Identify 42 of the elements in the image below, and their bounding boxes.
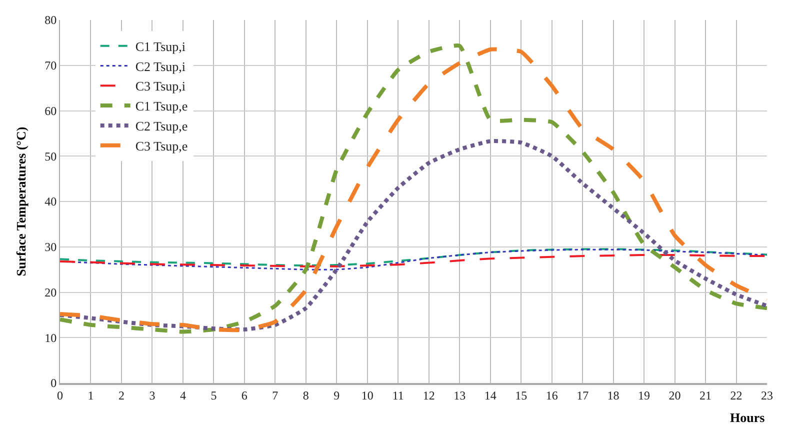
x-tick-label: 9 [334, 388, 340, 402]
y-tick-label: 0 [50, 376, 57, 390]
y-tick-label: 10 [44, 330, 57, 345]
x-tick-label: 1 [88, 388, 94, 402]
y-tick-label: 60 [44, 104, 57, 118]
x-tick-label: 5 [210, 388, 217, 402]
x-tick-label: 14 [484, 388, 496, 402]
x-tick-label: 22 [730, 388, 742, 402]
x-tick-label: 10 [361, 388, 374, 402]
y-tick-label: 70 [44, 58, 57, 73]
x-tick-label: 20 [668, 388, 681, 402]
x-tick-label: 21 [700, 388, 712, 402]
legend-label: C1 Tsup,e [135, 98, 188, 114]
legend-label: C2 Tsup,e [135, 118, 188, 134]
x-tick-label: 17 [576, 388, 589, 402]
x-axis-title: Hours [730, 410, 765, 425]
x-tick-label: 13 [454, 388, 466, 402]
y-axis-title: Surface Temperatures (°C) [14, 126, 29, 276]
legend-label: C3 Tsup,i [135, 78, 186, 94]
x-tick-label: 23 [761, 388, 773, 402]
x-tick-label: 6 [241, 388, 248, 402]
x-tick-label: 2 [118, 388, 124, 402]
x-tick-label: 18 [607, 388, 620, 402]
y-tick-label: 80 [44, 13, 57, 28]
x-tick-label: 4 [180, 388, 186, 402]
y-tick-label: 20 [44, 285, 57, 300]
x-tick-label: 19 [638, 388, 650, 402]
x-tick-label: 16 [546, 388, 558, 402]
line-series [60, 248, 767, 266]
x-tick-label: 12 [422, 388, 435, 402]
x-tick-label: 11 [392, 388, 404, 402]
x-tick-label: 15 [515, 388, 528, 402]
y-tick-label: 50 [44, 149, 57, 164]
x-tick-label: 3 [149, 388, 156, 402]
legend-label: C2 Tsup,i [135, 58, 186, 74]
x-tick-label: 7 [272, 388, 278, 402]
line-series [60, 139, 767, 332]
legend-label: C3 Tsup,e [135, 138, 188, 154]
legend-label: C1 Tsup,i [135, 38, 186, 54]
x-tick-label: 8 [302, 388, 309, 402]
y-tick-label: 40 [44, 194, 57, 209]
y-tick-label: 30 [44, 240, 57, 254]
